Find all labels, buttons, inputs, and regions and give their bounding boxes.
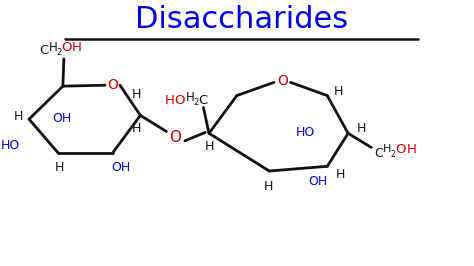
Text: Disaccharides: Disaccharides: [135, 5, 348, 34]
Text: O: O: [277, 74, 288, 88]
Text: C: C: [374, 147, 383, 160]
Text: 2: 2: [391, 151, 395, 160]
Text: H: H: [55, 161, 64, 174]
Text: OH: OH: [308, 175, 328, 188]
Text: C: C: [40, 44, 49, 57]
Text: O: O: [107, 78, 118, 92]
Text: H: H: [165, 94, 175, 107]
Text: O: O: [395, 143, 405, 156]
Text: H: H: [186, 92, 195, 105]
Text: H: H: [383, 144, 392, 154]
Text: O: O: [61, 41, 72, 54]
Text: 2: 2: [193, 98, 199, 107]
Text: C: C: [198, 94, 207, 107]
Text: H: H: [14, 110, 24, 123]
Text: 2: 2: [56, 48, 62, 57]
Text: H: H: [264, 180, 273, 193]
Text: H: H: [132, 88, 141, 101]
Text: OH: OH: [111, 161, 130, 174]
Text: H: H: [49, 41, 58, 54]
Text: OH: OH: [52, 112, 71, 125]
Text: HO: HO: [296, 126, 315, 139]
Text: H: H: [407, 143, 417, 156]
Text: H: H: [205, 140, 215, 153]
Text: H: H: [72, 41, 82, 54]
Text: H: H: [132, 122, 141, 135]
Text: H: H: [336, 168, 345, 181]
Text: O: O: [170, 130, 182, 145]
Text: O: O: [174, 94, 184, 107]
Text: H: H: [334, 85, 344, 98]
Text: H: H: [356, 122, 366, 135]
Text: HO: HO: [1, 139, 20, 152]
